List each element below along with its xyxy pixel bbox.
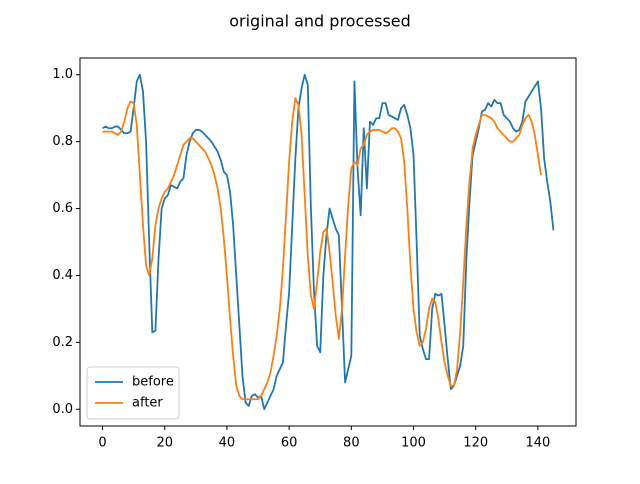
legend-box bbox=[86, 366, 180, 420]
x-tick-label: 40 bbox=[219, 436, 236, 451]
y-tick-label: 0.6 bbox=[52, 201, 73, 216]
y-tick-label: 1.0 bbox=[52, 67, 73, 82]
y-tick-label: 0.4 bbox=[52, 268, 73, 283]
x-tick-label: 60 bbox=[281, 436, 298, 451]
x-tick-label: 140 bbox=[525, 436, 550, 451]
legend-label: after bbox=[132, 396, 163, 411]
plot-frame bbox=[79, 57, 577, 427]
legend-label: before bbox=[132, 375, 174, 390]
x-tick-label: 100 bbox=[401, 436, 426, 451]
x-tick-label: 80 bbox=[343, 436, 360, 451]
data-line bbox=[102, 97, 542, 401]
y-tick-label: 0.8 bbox=[52, 134, 73, 149]
y-tick-label: 0.2 bbox=[52, 335, 73, 350]
x-tick-label: 0 bbox=[98, 436, 106, 451]
data-line bbox=[102, 73, 555, 411]
x-tick-label: 20 bbox=[156, 436, 173, 451]
chart-title: original and processed bbox=[229, 12, 411, 31]
x-tick-label: 120 bbox=[463, 436, 488, 451]
y-tick-label: 0.0 bbox=[52, 402, 73, 417]
